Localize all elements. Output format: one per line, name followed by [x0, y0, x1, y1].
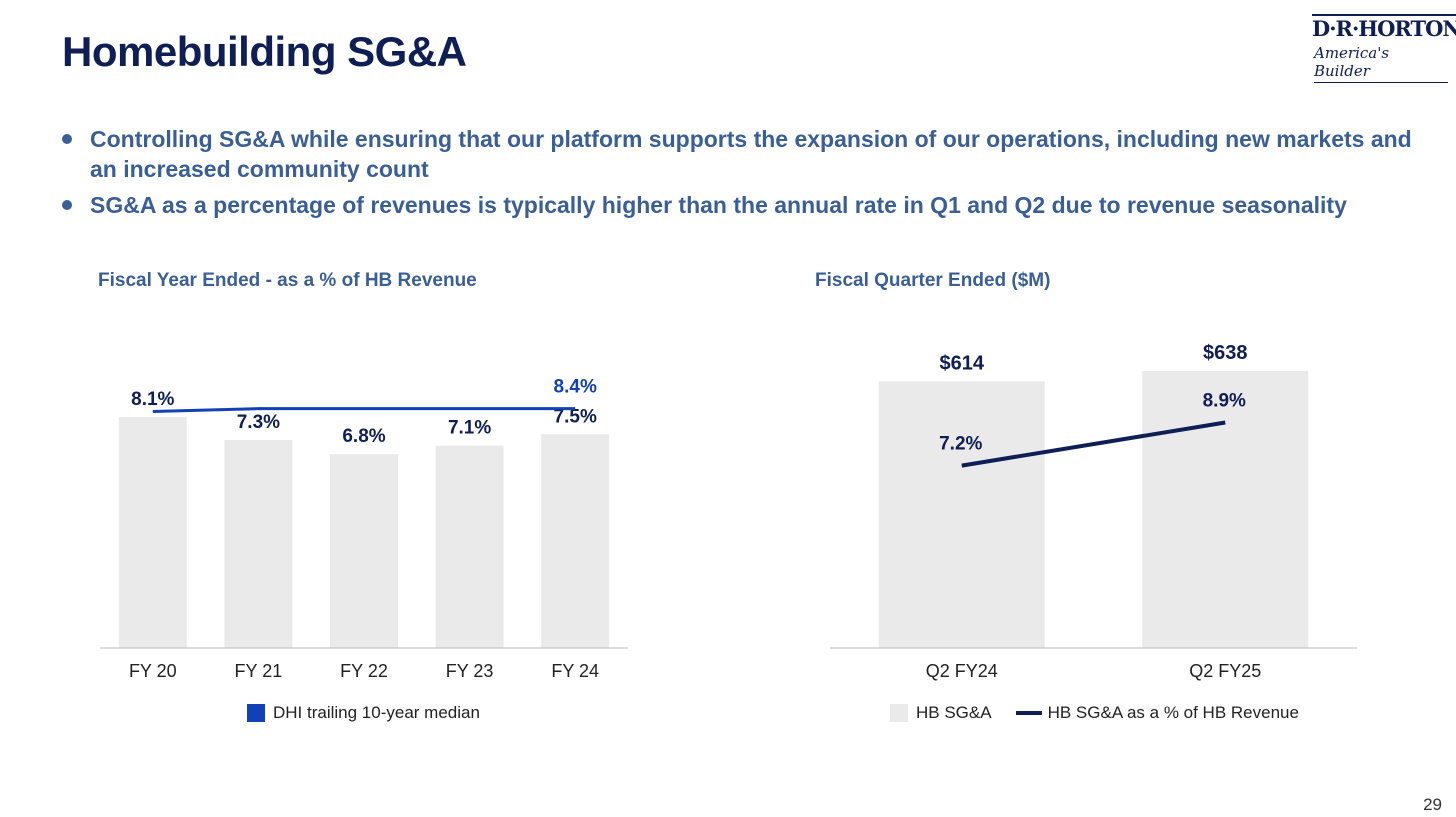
legend-item-hb-sga-pct: HB SG&A as a % of HB Revenue — [1015, 703, 1299, 723]
x-tick-label: FY 21 — [235, 661, 283, 681]
bullet-list: Controlling SG&A while ensuring that our… — [62, 124, 1422, 226]
bar-value-label: 7.1% — [448, 418, 491, 439]
legend-swatch-hb-sga-pct — [1015, 711, 1042, 715]
bullet-item: SG&A as a percentage of revenues is typi… — [62, 190, 1422, 220]
bar-value-label: 6.8% — [342, 426, 385, 447]
legend-swatch-hb-sga — [890, 704, 908, 722]
bullet-dot-icon — [62, 134, 72, 144]
quarterly-chart-title: Fiscal Quarter Ended ($M) — [815, 270, 1051, 291]
bar-value-label: $638 — [1203, 342, 1248, 364]
bar-value-label: 8.1% — [131, 389, 174, 410]
bar-value-label: 7.5% — [554, 406, 597, 427]
logo-wordmark: D·R·HORTON® — [1312, 14, 1456, 41]
annual-chart-legend: DHI trailing 10-year median — [247, 703, 504, 723]
dr-horton-logo: D·R·HORTON® America's Builder — [1308, 10, 1456, 83]
median-line — [152, 407, 576, 413]
pct-point-label: 8.9% — [1203, 391, 1246, 412]
page-number: 29 — [1423, 795, 1442, 814]
logo-tagline: America's Builder — [1314, 44, 1448, 83]
bullet-item: Controlling SG&A while ensuring that our… — [62, 124, 1422, 184]
quarterly-chart-legend: HB SG&A HB SG&A as a % of HB Revenue — [890, 703, 1323, 723]
bar-fy22 — [330, 454, 398, 648]
x-tick-label: FY 24 — [551, 661, 599, 681]
legend-item-hb-sga: HB SG&A — [890, 703, 992, 723]
bar-fy23 — [435, 445, 504, 648]
bar-q2-fy24 — [878, 381, 1045, 648]
page-title: Homebuilding SG&A — [62, 28, 467, 75]
bar-value-label: $614 — [940, 352, 985, 374]
x-tick-label: FY 20 — [129, 661, 177, 681]
x-tick-label: Q2 FY25 — [1189, 661, 1261, 681]
pct-point-label: 7.2% — [939, 434, 982, 455]
bar-fy21 — [224, 439, 293, 648]
bar-value-label: 7.3% — [237, 412, 280, 433]
x-tick-label: FY 23 — [446, 661, 494, 681]
legend-swatch-median — [247, 704, 265, 722]
bullet-dot-icon — [62, 200, 72, 210]
bar-fy24 — [541, 434, 610, 648]
median-end-label: 8.4% — [554, 377, 597, 398]
annual-chart-title: Fiscal Year Ended - as a % of HB Revenue — [98, 270, 477, 291]
x-tick-label: FY 22 — [340, 661, 388, 681]
bar-q2-fy25 — [1142, 370, 1309, 648]
x-tick-label: Q2 FY24 — [926, 661, 998, 681]
bar-fy20 — [118, 417, 187, 648]
pct-revenue-line — [961, 420, 1226, 468]
legend-item-median: DHI trailing 10-year median — [247, 703, 480, 723]
